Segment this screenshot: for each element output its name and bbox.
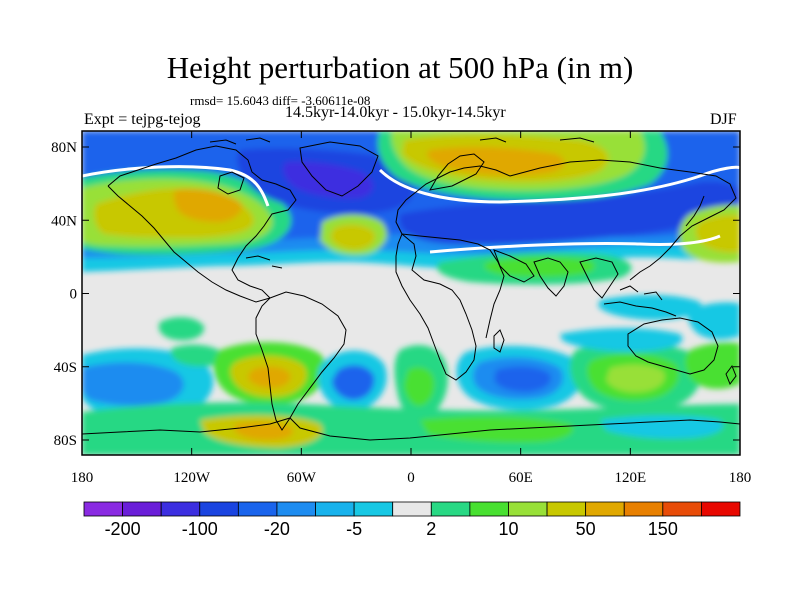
coastline-new-zealand [725, 364, 737, 386]
x-tick-label: 180 [729, 470, 752, 486]
coastline-australia [627, 317, 719, 375]
coastline-north-america [107, 145, 297, 299]
contour-region [399, 181, 740, 245]
contour-region [560, 328, 683, 352]
coastline-arabia [493, 249, 535, 283]
y-tick-label: 40S [54, 360, 77, 376]
contour-region [170, 344, 225, 367]
colorbar-swatch [353, 501, 394, 517]
contour-fields [82, 131, 740, 455]
coastline-north-america-west [107, 185, 271, 303]
contour-region [687, 302, 740, 340]
x-tick-label: 180 [71, 470, 94, 486]
coastline-southeast-asia [579, 257, 619, 299]
zero-contour-line [378, 165, 740, 204]
contour-region [82, 362, 184, 406]
map-panel [81, 130, 741, 456]
contour-region [483, 257, 596, 277]
colorbar-swatch [237, 501, 278, 517]
colorbar-swatch [122, 501, 162, 517]
y-tick-label: 0 [70, 287, 78, 303]
contour-region [330, 224, 376, 250]
coastline-cuba-caribbean [245, 255, 283, 269]
x-tick-label: 60E [509, 470, 533, 486]
contour-region [404, 367, 435, 406]
coastline-indonesia [603, 285, 677, 317]
coastline-africa [395, 233, 477, 381]
season-label: DJF [710, 111, 737, 128]
colorbar-tick-label: -20 [264, 519, 290, 539]
contour-region [158, 317, 205, 341]
contour-region [606, 364, 665, 393]
experiment-label: Expt = tejpg-tejog [84, 111, 201, 128]
contour-region [283, 161, 374, 199]
contour-region [332, 365, 375, 400]
coastline-antarctica [82, 417, 740, 441]
y-tick-label: 80N [51, 140, 77, 156]
coastline-japan [685, 195, 705, 227]
colorbar-tick-label: -5 [346, 519, 362, 539]
colorbar-swatch [430, 501, 471, 517]
colorbar-tick-label: 150 [648, 519, 678, 539]
colorbar-tick-label: 50 [576, 519, 596, 539]
contour-region [695, 214, 740, 253]
coastline-asia [509, 159, 737, 281]
x-tick-label: 120W [173, 470, 211, 486]
colorbar-swatch [199, 501, 239, 517]
y-tick-label: 40N [51, 213, 77, 229]
colorbar-tick-label: -200 [105, 519, 141, 539]
coastline-africa-north [401, 233, 505, 339]
latitude-axis: 80N 40N 0 40S 80S [51, 140, 740, 449]
x-tick-label: 60W [287, 470, 317, 486]
colorbar-swatch [585, 501, 625, 517]
stats-line: rmsd= 15.6043 diff= -3.60611e-08 [190, 93, 371, 108]
coastline-india [533, 257, 569, 297]
colorbar-swatch [546, 501, 587, 517]
colorbar-swatch [701, 501, 741, 517]
colorbar-tick-label: -100 [182, 519, 218, 539]
colorbar-swatch [469, 501, 509, 517]
contour-region [684, 342, 740, 389]
coastline-arctic-islands [209, 137, 595, 145]
colorbar-swatch [508, 501, 548, 517]
colorbar-swatch [623, 501, 664, 517]
colorbar-swatch [392, 501, 432, 517]
colorbar: -200 -100 -20 -5 2 10 50 150 [83, 501, 741, 539]
contour-region [82, 131, 240, 154]
zero-contour-line [82, 165, 270, 207]
colorbar-swatch [160, 501, 201, 517]
colorbar-swatch [276, 501, 316, 517]
coastline-scandinavia [429, 153, 485, 191]
coastline-south-america [255, 291, 347, 431]
colorbar-swatch [662, 501, 702, 517]
coastline-madagascar [493, 329, 505, 353]
contour-region [494, 366, 551, 392]
x-tick-label: 120E [614, 470, 646, 486]
y-tick-label: 80S [54, 433, 77, 449]
contour-region [600, 415, 724, 439]
colorbar-swatch [315, 501, 355, 517]
map-title: Height perturbation at 500 hPa (in m) [166, 50, 634, 85]
colorbar-swatch [83, 501, 123, 517]
colorbar-tick-label: 10 [498, 519, 518, 539]
longitude-axis: 180 120W 60W 0 60E 120E 180 [71, 131, 752, 486]
contour-region [173, 188, 242, 222]
periods-line: 14.5kyr-14.0kyr - 15.0kyr-14.5kyr [285, 104, 506, 121]
colorbar-tick-label: 2 [426, 519, 436, 539]
coastline-europe [395, 165, 511, 235]
coastlines [82, 137, 740, 441]
coastline-hudson-bay [217, 171, 245, 195]
coastline-greenland [299, 141, 379, 197]
x-tick-label: 0 [407, 470, 415, 486]
